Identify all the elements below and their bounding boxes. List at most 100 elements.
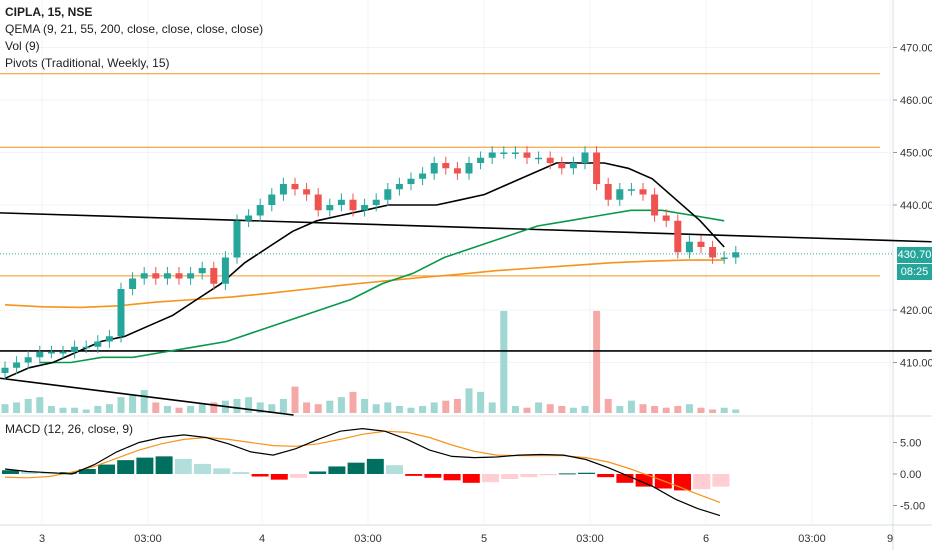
macd-histogram-bar [693,474,711,490]
volume-bar [59,407,67,413]
price-tick-label: 440.00 [900,200,932,212]
candle-body [221,257,229,284]
candle-body [720,257,728,259]
candle-body [129,278,137,289]
candle-body [732,252,740,258]
volume-bar [709,409,717,413]
volume-bar [604,398,612,413]
macd-histogram-bar [290,474,307,478]
candle-body [465,163,473,174]
pivots-indicator-label[interactable]: Pivots (Traditional, Weekly, 15) [5,56,170,70]
symbol-label[interactable]: CIPLA, 15, NSE [5,5,93,19]
price-tick-label: 450.00 [900,148,932,160]
candle-body [662,215,670,221]
volume-bar [639,404,647,413]
volume-bar [535,402,543,413]
candle-body [1,367,9,373]
macd-line [4,427,721,517]
candle-body [47,352,55,354]
macd-tick-label: -5.00 [900,501,925,513]
volume-bar [419,405,427,413]
volume-bar [407,407,415,413]
candle-body [685,241,693,253]
candle-body [279,184,287,195]
volume-bar [71,407,79,413]
candle-body [361,205,369,211]
last-price-tag: 430.70 [897,247,932,263]
macd-histogram-bar [462,474,480,483]
macd-histogram-bar [174,458,192,474]
macd-histogram-bar [616,474,634,483]
volume-bar [581,405,589,413]
candle-body [268,194,276,205]
candle-body [303,189,311,195]
candle-body [604,184,612,200]
volume-bar [245,397,253,413]
candle-body [372,199,380,205]
chart-legend: CIPLA, 15, NSE QEMA (9, 21, 55, 200, clo… [5,4,263,72]
macd-histogram-bar [712,474,730,487]
volume-bar [210,402,218,413]
candle-body [337,199,345,205]
macd-histogram-bar [520,474,538,478]
candle-body [36,352,44,358]
candle-body [639,189,647,195]
volume-bar [511,405,519,413]
macd-histogram-bar [578,472,595,474]
candle-body [117,289,125,337]
volume-bar [453,398,461,413]
volume-bar [732,409,740,413]
time-tick-label: 6 [703,533,709,545]
volume-bar [697,407,705,413]
macd-indicator-label[interactable]: MACD (12, 26, close, 9) [5,422,134,436]
macd-histogram-bar [558,473,576,475]
macd-histogram-bar [117,460,135,474]
candle-body [13,362,21,368]
volume-bar [558,405,566,413]
volume-bar [198,404,206,413]
macd-histogram-bar [136,457,154,474]
candle-body [105,336,113,342]
macd-histogram-bar [635,474,653,487]
macd-histogram-bar [501,474,519,480]
volume-bar [117,397,125,413]
volume-indicator-label[interactable]: Vol (9) [5,39,40,53]
time-tick-label: 03:00 [354,533,382,545]
macd-histogram-bar [424,474,442,478]
volume-bar [523,407,531,413]
candle-body [152,273,160,279]
qema-indicator-label[interactable]: QEMA (9, 21, 55, 200, close, close, clos… [5,22,264,36]
ema-green-line [39,209,725,364]
candle-body [291,184,299,190]
macd-histogram-bar [2,470,19,474]
candle-body [546,157,554,163]
macd-tick-label: 5.00 [900,438,921,450]
volume-bar [395,405,403,413]
volume-bar [105,404,113,413]
time-tick-label: 03:00 [576,533,604,545]
candle-body [175,273,183,279]
volume-bar [47,405,55,413]
candle-body [256,205,264,216]
candle-body [488,152,496,158]
candle-body [477,157,485,163]
candle-body [581,152,589,163]
candle-body [210,268,218,284]
volume-bar [569,407,577,413]
macd-histogram-bar [443,474,461,481]
macd-histogram-bar [539,474,557,476]
volume-bar [372,404,380,413]
volume-bar [651,405,659,413]
macd-histogram-bar [194,463,211,474]
volume-bar [627,400,635,413]
volume-bar [1,404,9,413]
macd-histogram-bar [155,456,173,474]
volume-bar [303,402,311,413]
macd-histogram-bar [21,471,39,474]
candle-body [674,220,682,253]
volume-bar [477,391,485,413]
macd-histogram-bar [405,474,423,476]
volume-bar [163,405,171,413]
volume-bar [674,405,682,413]
